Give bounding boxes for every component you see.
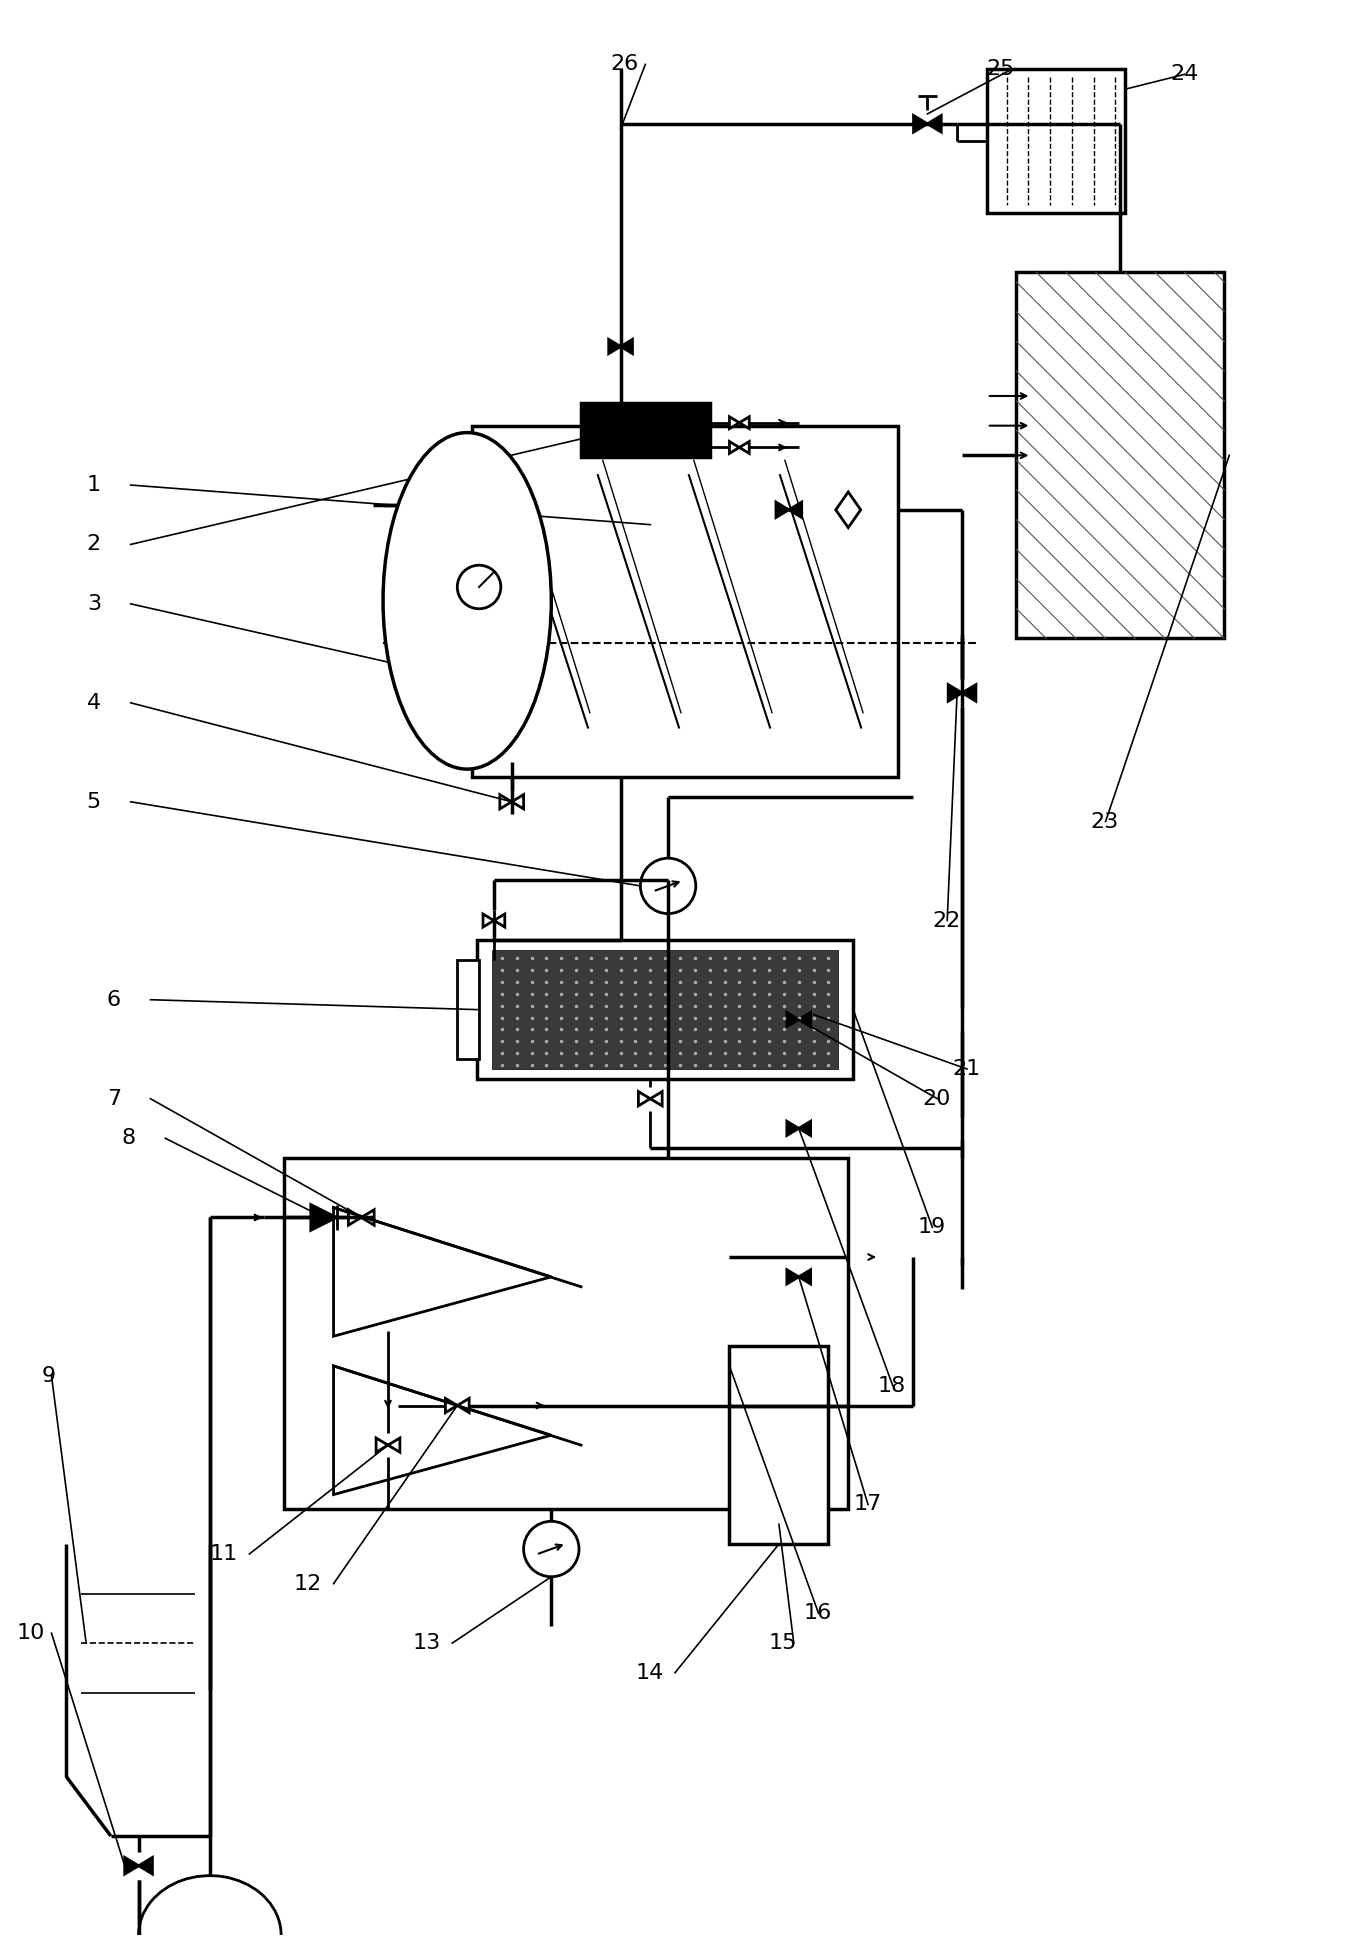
Bar (473, 426, 898, 776)
Text: 12: 12 (294, 1574, 322, 1593)
Polygon shape (311, 1204, 337, 1231)
Text: 17: 17 (853, 1494, 881, 1515)
Bar (284, 1157, 848, 1509)
Text: 25: 25 (987, 60, 1016, 80)
Text: 2: 2 (87, 535, 102, 554)
Text: 16: 16 (804, 1603, 831, 1624)
Polygon shape (835, 492, 861, 527)
Text: 19: 19 (918, 1218, 945, 1237)
Bar (477, 939, 853, 1079)
Text: 5: 5 (87, 792, 102, 811)
Bar (492, 951, 838, 1070)
Polygon shape (500, 796, 524, 809)
Polygon shape (787, 1120, 811, 1136)
Polygon shape (776, 502, 802, 517)
Text: 11: 11 (210, 1544, 238, 1564)
Polygon shape (948, 685, 976, 702)
Text: 8: 8 (122, 1128, 135, 1148)
Bar (1017, 272, 1224, 638)
Polygon shape (787, 1270, 811, 1284)
Text: 20: 20 (922, 1089, 951, 1109)
Polygon shape (638, 1091, 662, 1107)
Ellipse shape (383, 432, 551, 768)
Text: 21: 21 (952, 1058, 980, 1079)
Circle shape (640, 858, 696, 914)
Text: 1: 1 (87, 475, 102, 496)
Text: 14: 14 (635, 1663, 663, 1682)
Text: 18: 18 (877, 1375, 906, 1397)
Polygon shape (730, 442, 749, 453)
Polygon shape (609, 338, 632, 354)
Bar (730, 1346, 829, 1544)
Text: 24: 24 (1170, 64, 1198, 84)
Text: 6: 6 (107, 990, 121, 1009)
Polygon shape (348, 1210, 374, 1225)
Polygon shape (445, 1398, 468, 1412)
Text: 9: 9 (42, 1365, 56, 1387)
Polygon shape (483, 914, 505, 928)
Text: 4: 4 (87, 692, 102, 712)
Polygon shape (914, 115, 941, 132)
Polygon shape (787, 1013, 811, 1027)
Text: 3: 3 (87, 593, 102, 615)
Polygon shape (376, 1437, 399, 1453)
Polygon shape (730, 416, 749, 428)
Text: 23: 23 (1091, 811, 1118, 832)
Polygon shape (333, 1208, 551, 1336)
Text: 13: 13 (413, 1634, 441, 1653)
Text: 26: 26 (611, 54, 639, 74)
Bar (458, 961, 479, 1060)
Polygon shape (436, 496, 463, 513)
Polygon shape (333, 1365, 551, 1494)
Bar (987, 70, 1125, 212)
Text: 10: 10 (16, 1624, 45, 1644)
Bar (581, 403, 709, 457)
Text: 22: 22 (933, 910, 960, 930)
Text: 7: 7 (107, 1089, 121, 1109)
Text: 15: 15 (769, 1634, 798, 1653)
Polygon shape (125, 1857, 153, 1875)
Circle shape (458, 566, 501, 609)
Circle shape (524, 1521, 580, 1577)
